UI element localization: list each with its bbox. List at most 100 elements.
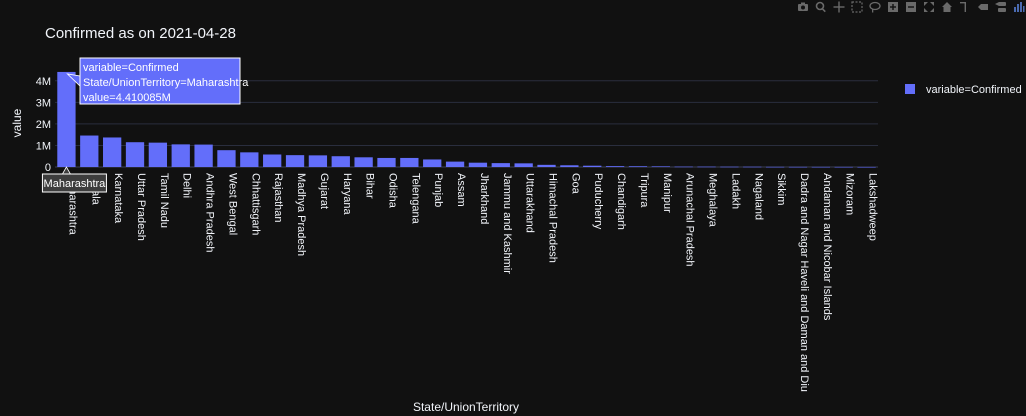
bar — [628, 166, 648, 167]
x-tick-label: Mizoram — [844, 173, 856, 215]
x-tick-label: Punjab — [432, 173, 444, 207]
zoom-in-icon[interactable] — [886, 0, 900, 14]
y-axis-label: value — [10, 108, 24, 137]
x-tick-label: Uttarakhand — [524, 173, 536, 233]
bar — [194, 144, 213, 167]
bar — [468, 162, 488, 167]
bar — [171, 144, 190, 167]
bars — [57, 71, 876, 168]
y-tick-labels: 0 1M 2M 3M 4M — [36, 76, 51, 174]
x-tick-label: Jammu and Kashmir — [501, 173, 513, 274]
hover-tooltip: variable=Confirmed State/UnionTerritory=M… — [41, 57, 249, 193]
hover-line: value=4.410085M — [83, 92, 171, 104]
bar — [125, 142, 145, 167]
bar — [491, 163, 510, 167]
y-tick-label: 2M — [36, 119, 51, 131]
x-tick-label: Gujarat — [318, 173, 330, 209]
y-tick-label: 3M — [36, 97, 51, 109]
hover-line: State/UnionTerritory=Maharashtra — [83, 77, 249, 89]
x-tick-label: Uttar Pradesh — [135, 173, 147, 241]
x-tick-label: Sikkim — [775, 173, 787, 205]
bar — [103, 137, 122, 167]
x-tick-label: Bihar — [364, 173, 376, 199]
x-tick-label: Puducherry — [592, 173, 604, 230]
x-tick-label: Haryana — [341, 173, 353, 215]
x-tick-label: Jharkhand — [478, 173, 490, 224]
bar — [788, 166, 808, 168]
x-tick-label: Chandigarh — [615, 173, 627, 230]
autoscale-icon[interactable] — [922, 0, 936, 14]
x-tick-labels: MaharashtraKeralaKarnatakaUttar PradeshT… — [66, 173, 878, 392]
bar — [354, 157, 373, 167]
x-tick-label: Chhattisgarh — [249, 173, 261, 235]
bar — [240, 152, 259, 167]
x-tick-label: Lakshadweep — [867, 173, 879, 241]
bar — [560, 165, 579, 167]
x-tick-label: Telengana — [409, 173, 421, 225]
bar — [400, 157, 419, 167]
hover-x-box — [41, 173, 107, 193]
bar — [57, 71, 76, 167]
zoom-icon[interactable] — [814, 0, 828, 14]
bar — [263, 154, 282, 167]
x-tick-label: Karnataka — [112, 173, 124, 224]
legend[interactable]: variable=Confirmed — [905, 84, 1022, 96]
hover-closest-icon[interactable] — [976, 0, 990, 14]
legend-swatch — [905, 84, 915, 94]
bar — [537, 164, 556, 167]
bar — [697, 166, 716, 168]
x-tick-label: Tripura — [638, 173, 650, 208]
bar — [583, 165, 602, 167]
bar — [834, 166, 853, 168]
bar — [285, 155, 305, 167]
x-tick-label: Andhra Pradesh — [204, 173, 216, 253]
bar — [148, 142, 168, 167]
hover-compare-icon[interactable] — [994, 0, 1008, 14]
y-tick-label: 4M — [36, 76, 51, 88]
bar — [811, 166, 830, 168]
camera-icon[interactable] — [796, 0, 810, 14]
y-tick-label: 1M — [36, 140, 51, 152]
y-tick-label: 0 — [45, 162, 51, 174]
bar — [651, 166, 670, 167]
x-axis-label: State/UnionTerritory — [413, 400, 519, 414]
x-tick-label: Goa — [569, 173, 581, 195]
legend-label: variable=Confirmed — [926, 84, 1022, 96]
x-tick-label: Delhi — [181, 173, 193, 198]
bar — [765, 166, 785, 168]
x-tick-label: Tamil Nadu — [158, 173, 170, 228]
lasso-select-icon[interactable] — [868, 0, 882, 14]
x-tick-label: Manipur — [661, 173, 673, 213]
x-tick-label: Assam — [455, 173, 467, 207]
bar — [605, 166, 625, 167]
bar — [720, 166, 739, 168]
bar — [217, 150, 236, 167]
pan-icon[interactable] — [832, 0, 846, 14]
bar — [377, 157, 396, 167]
x-tick-label: Arunachal Pradesh — [684, 173, 696, 267]
box-select-icon[interactable] — [850, 0, 864, 14]
chart-title: Confirmed as on 2021-04-28 — [45, 25, 236, 42]
modebar — [796, 0, 1026, 14]
bar — [514, 163, 533, 167]
zoom-out-icon[interactable] — [904, 0, 918, 14]
x-tick-label: Andaman and Nicobar Islands — [821, 173, 833, 321]
x-tick-label: Madhya Pradesh — [295, 173, 307, 256]
bar — [857, 166, 876, 168]
x-tick-label: Odisha — [386, 173, 398, 209]
x-tick-label: Himachal Pradesh — [547, 173, 559, 263]
x-tick-label: Ladakh — [729, 173, 741, 209]
hover-box — [79, 57, 241, 105]
home-icon[interactable] — [940, 0, 954, 14]
plotly-logo-icon[interactable] — [1012, 0, 1026, 14]
x-tick-label: Rajasthan — [272, 173, 284, 223]
bar — [674, 166, 693, 168]
hover-line: variable=Confirmed — [83, 62, 179, 74]
x-tick-label: Nagaland — [752, 173, 764, 220]
bar — [80, 135, 99, 167]
spike-lines-icon[interactable] — [958, 0, 972, 14]
hover-x-label: Maharashtra — [44, 178, 107, 190]
bar — [331, 156, 350, 167]
x-tick-label: West Bengal — [226, 173, 238, 235]
